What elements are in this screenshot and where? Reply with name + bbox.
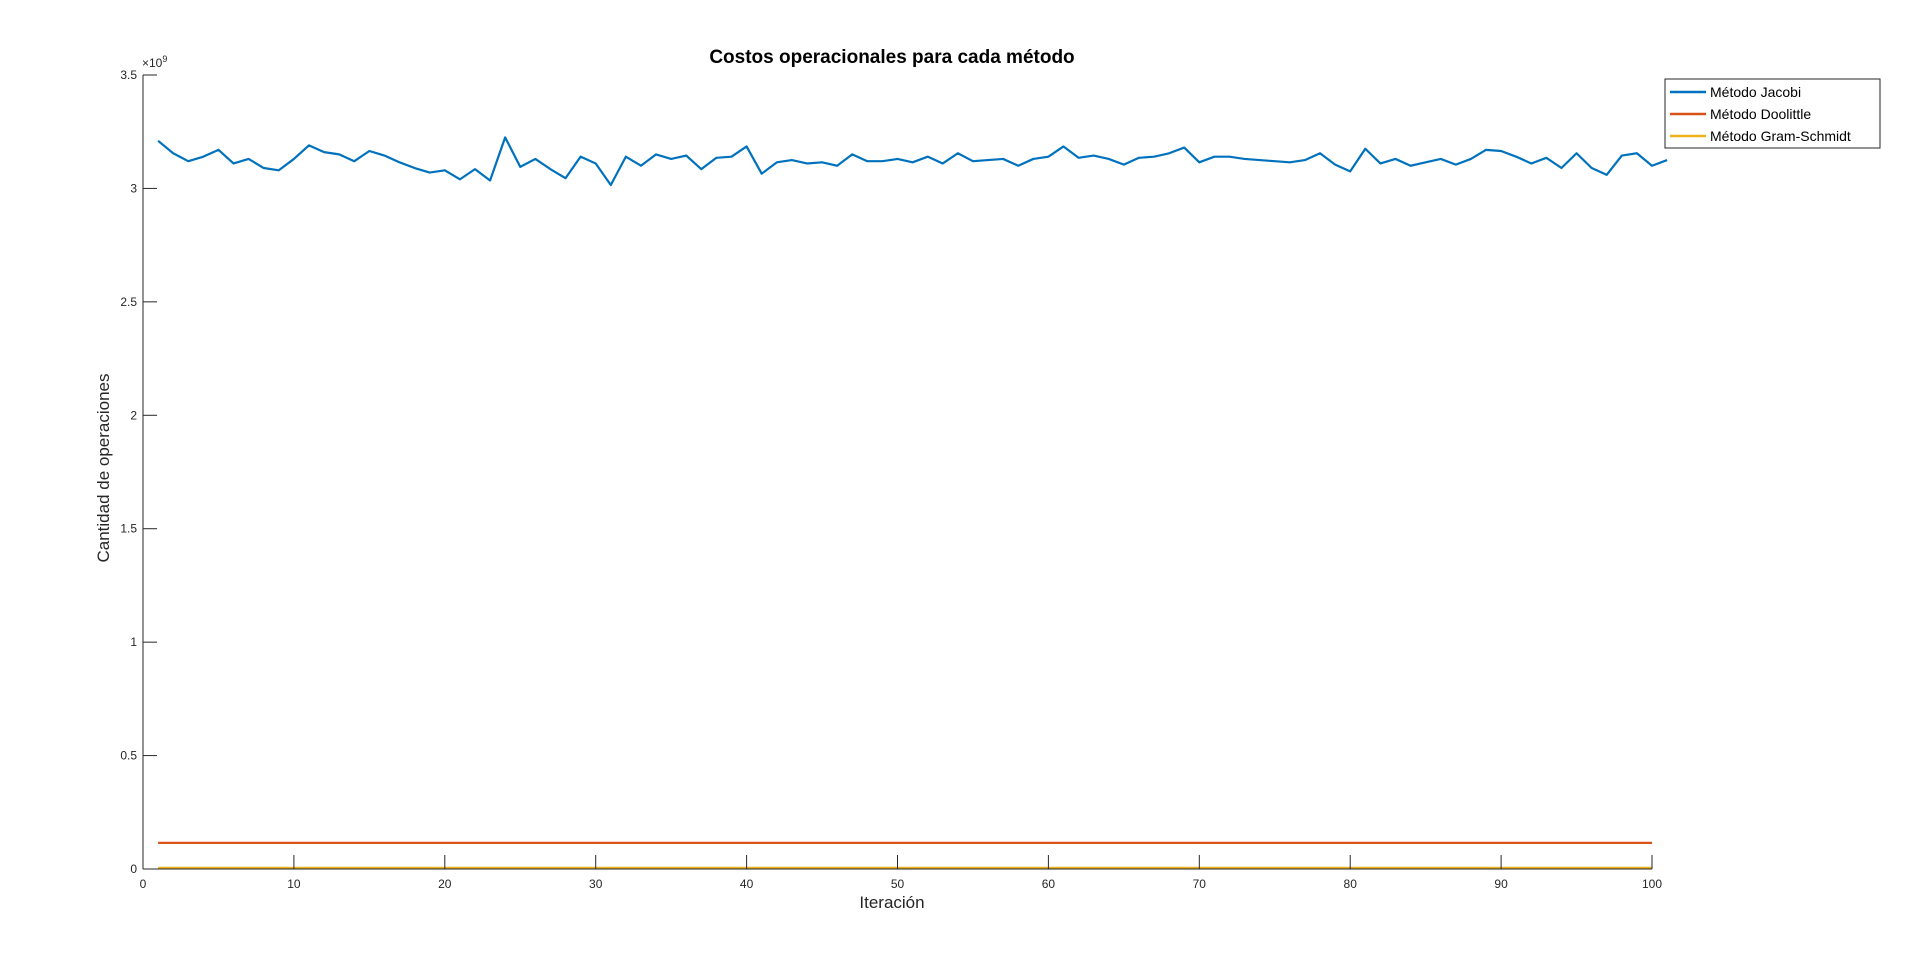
legend-label-doolittle: Método Doolittle xyxy=(1710,106,1811,122)
y-tick-label: 1 xyxy=(130,635,137,649)
y-tick-label: 2 xyxy=(130,408,137,422)
y-tick-label: 2.5 xyxy=(120,295,137,309)
y-tick-label: 3 xyxy=(130,181,137,195)
chart-title: Costos operacionales para cada método xyxy=(709,47,1074,68)
legend-label-gram-schmidt: Método Gram-Schmidt xyxy=(1710,128,1851,144)
y-tick-label: 3.5 xyxy=(120,68,137,82)
axes-layer: 0 10 20 30 40 50 60 70 80 90 100 0 0.5 1 1.5 2 2.5 3 3.5 xyxy=(120,68,1662,891)
x-tick-label: 20 xyxy=(438,877,452,891)
legend-entry-doolittle: Método Doolittle xyxy=(1670,106,1811,122)
y-tick-label: 0.5 xyxy=(120,749,137,763)
x-tick-label: 0 xyxy=(140,877,147,891)
x-tick-label: 40 xyxy=(740,877,754,891)
x-tick-label: 10 xyxy=(287,877,301,891)
y-axis-exponent-label: ×109 xyxy=(142,54,167,70)
x-tick-label: 80 xyxy=(1344,877,1358,891)
x-tick-label: 100 xyxy=(1642,877,1662,891)
series-line-jacobi xyxy=(157,136,1668,187)
x-tick-label: 60 xyxy=(1042,877,1056,891)
x-tick-label: 70 xyxy=(1193,877,1207,891)
y-axis-label: Cantidad de operaciones xyxy=(94,373,113,562)
x-tick-label: 30 xyxy=(589,877,603,891)
x-axis-label: Iteración xyxy=(859,893,924,912)
y-exponent-base: ×10 xyxy=(142,56,163,70)
legend-entry-gram-schmidt: Método Gram-Schmidt xyxy=(1670,128,1851,144)
y-tick-label: 0 xyxy=(130,862,137,876)
x-tick-label: 50 xyxy=(891,877,905,891)
legend: Método Jacobi Método Doolittle Método Gr… xyxy=(1664,78,1881,149)
y-tick-label: 1.5 xyxy=(120,522,137,536)
x-tick-label: 90 xyxy=(1494,877,1508,891)
plot-area: 0 10 20 30 40 50 60 70 80 90 100 0 0.5 1 1.5 2 2.5 3 3.5 xyxy=(120,68,1668,891)
series-layer xyxy=(157,136,1668,869)
legend-entry-jacobi: Método Jacobi xyxy=(1670,84,1801,100)
legend-label-jacobi: Método Jacobi xyxy=(1710,84,1801,100)
y-exponent-power: 9 xyxy=(162,54,167,64)
